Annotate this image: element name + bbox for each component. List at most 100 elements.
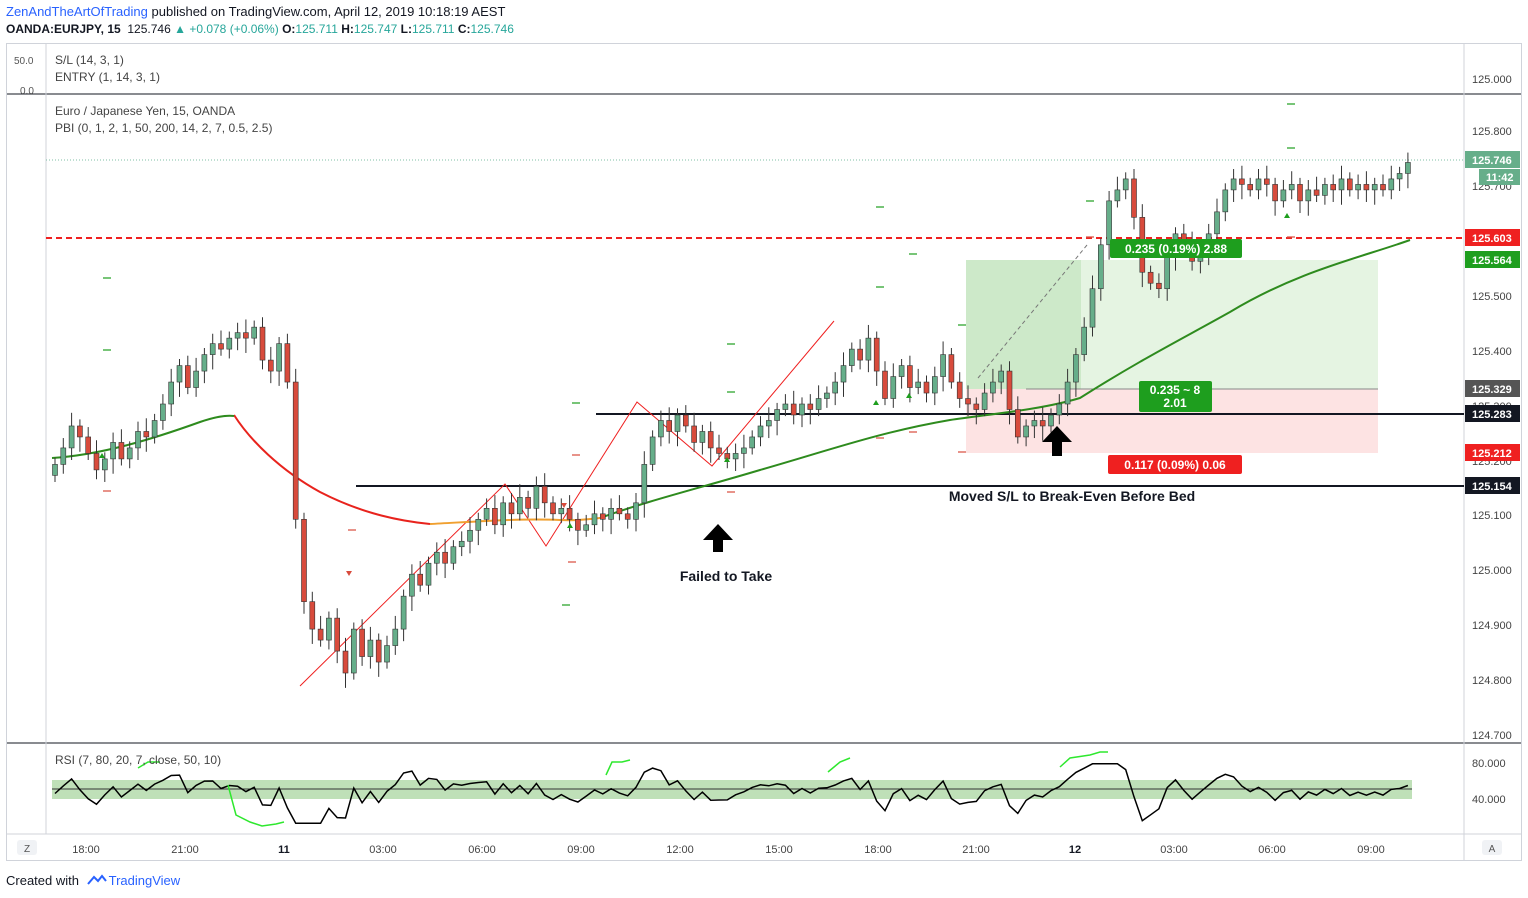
candle-up[interactable] <box>1338 178 1345 191</box>
candle-down[interactable] <box>973 403 980 410</box>
candle-up[interactable] <box>52 464 58 476</box>
candle-down[interactable] <box>907 365 913 388</box>
candle-up[interactable] <box>1089 288 1096 328</box>
candle-up[interactable] <box>799 403 805 416</box>
candle-down[interactable] <box>599 513 606 520</box>
candle-down[interactable] <box>1156 282 1162 290</box>
candle-down[interactable] <box>1239 178 1245 185</box>
candle-down[interactable] <box>1006 370 1013 410</box>
candle-up[interactable] <box>68 425 75 449</box>
candle-up[interactable] <box>1396 173 1403 180</box>
candles[interactable] <box>52 152 1411 688</box>
candle-up[interactable] <box>168 381 174 405</box>
auto-scale-button-bg[interactable] <box>1482 840 1502 855</box>
candle-up[interactable] <box>558 508 565 515</box>
candle-up[interactable] <box>898 365 905 377</box>
candle-up[interactable] <box>865 337 872 361</box>
candle-down[interactable] <box>1313 189 1320 196</box>
candle-down[interactable] <box>1039 420 1046 427</box>
candle-down[interactable] <box>185 365 191 388</box>
zigzag-drawing[interactable] <box>299 320 835 687</box>
candle-up[interactable] <box>1073 354 1079 383</box>
candle-up[interactable] <box>193 370 199 388</box>
candle-up[interactable] <box>1405 162 1411 174</box>
candle-up[interactable] <box>1230 178 1237 191</box>
candle-down[interactable] <box>118 442 125 460</box>
candle-down[interactable] <box>77 425 83 438</box>
candle-up[interactable] <box>1355 184 1361 191</box>
candle-up[interactable] <box>1048 414 1054 427</box>
candle-up[interactable] <box>326 617 332 641</box>
candle-up[interactable] <box>160 403 166 421</box>
candle-up[interactable] <box>848 348 855 366</box>
candle-down[interactable] <box>624 513 631 520</box>
candle-up[interactable] <box>1322 184 1328 196</box>
candle-up[interactable] <box>674 414 681 432</box>
candle-up[interactable] <box>367 639 374 657</box>
candle-down[interactable] <box>342 650 349 674</box>
candle-down[interactable] <box>1363 184 1370 191</box>
candle-down[interactable] <box>525 497 531 509</box>
candle-up[interactable] <box>1023 425 1029 438</box>
candle-up[interactable] <box>749 436 756 449</box>
candle-down[interactable] <box>267 359 274 372</box>
candle-up[interactable] <box>350 628 357 674</box>
candle-down[interactable] <box>1347 178 1353 191</box>
candle-up[interactable] <box>633 502 639 520</box>
price-axis[interactable]: 125.800 125.700 125.600 125.500 125.400 … <box>1472 126 1512 742</box>
candle-up[interactable] <box>782 403 789 410</box>
candle-down[interactable] <box>1330 184 1336 191</box>
candle-up[interactable] <box>475 518 482 531</box>
candle-up[interactable] <box>483 508 490 520</box>
candle-up[interactable] <box>392 628 399 646</box>
candle-down[interactable] <box>873 337 880 372</box>
candle-up[interactable] <box>1222 189 1229 213</box>
candle-up[interactable] <box>1164 255 1170 290</box>
candle-up[interactable] <box>533 486 540 509</box>
candle-up[interactable] <box>1056 403 1063 416</box>
candle-up[interactable] <box>658 420 664 438</box>
candle-up[interactable] <box>135 431 141 449</box>
candle-up[interactable] <box>641 464 648 504</box>
candle-up[interactable] <box>176 365 183 383</box>
candle-up[interactable] <box>409 573 415 597</box>
candle-up[interactable] <box>450 546 457 564</box>
candle-up[interactable] <box>832 381 839 394</box>
candle-down[interactable] <box>566 508 573 520</box>
candle-up[interactable] <box>209 343 216 355</box>
candle-up[interactable] <box>990 381 996 394</box>
candle-down[interactable] <box>882 370 888 399</box>
candle-down[interactable] <box>550 502 556 515</box>
candle-up[interactable] <box>981 392 988 410</box>
candle-up[interactable] <box>1371 184 1378 191</box>
candle-down[interactable] <box>666 420 673 432</box>
candle-up[interactable] <box>500 502 507 526</box>
zoom-button[interactable]: Z <box>24 844 30 855</box>
candle-down[interactable] <box>508 502 515 515</box>
candle-down[interactable] <box>948 354 955 383</box>
candle-up[interactable] <box>1114 189 1121 202</box>
candle-down[interactable] <box>1131 178 1137 218</box>
candle-up[interactable] <box>1098 244 1104 290</box>
candle-up[interactable] <box>467 529 473 542</box>
zoom-button-bg[interactable] <box>17 840 37 855</box>
author-link[interactable]: ZenAndTheArtOfTrading <box>6 4 148 19</box>
candle-down[interactable] <box>309 601 316 630</box>
candle-down[interactable] <box>85 436 91 454</box>
candle-up[interactable] <box>1031 420 1038 427</box>
candle-up[interactable] <box>226 337 233 350</box>
candle-down[interactable] <box>716 447 722 454</box>
candle-down[interactable] <box>1264 178 1270 185</box>
candle-up[interactable] <box>516 497 523 515</box>
candle-up[interactable] <box>1288 184 1295 191</box>
candle-up[interactable] <box>757 425 764 438</box>
candle-up[interactable] <box>400 595 407 630</box>
tradingview-link[interactable]: TradingView <box>108 873 181 888</box>
candle-down[interactable] <box>541 486 548 504</box>
auto-scale-button[interactable]: A <box>1489 844 1496 855</box>
candle-down[interactable] <box>375 639 382 663</box>
candle-up[interactable] <box>1388 178 1395 191</box>
candle-down[interactable] <box>243 332 249 339</box>
candle-down[interactable] <box>1014 409 1021 438</box>
candle-up[interactable] <box>1305 189 1312 202</box>
